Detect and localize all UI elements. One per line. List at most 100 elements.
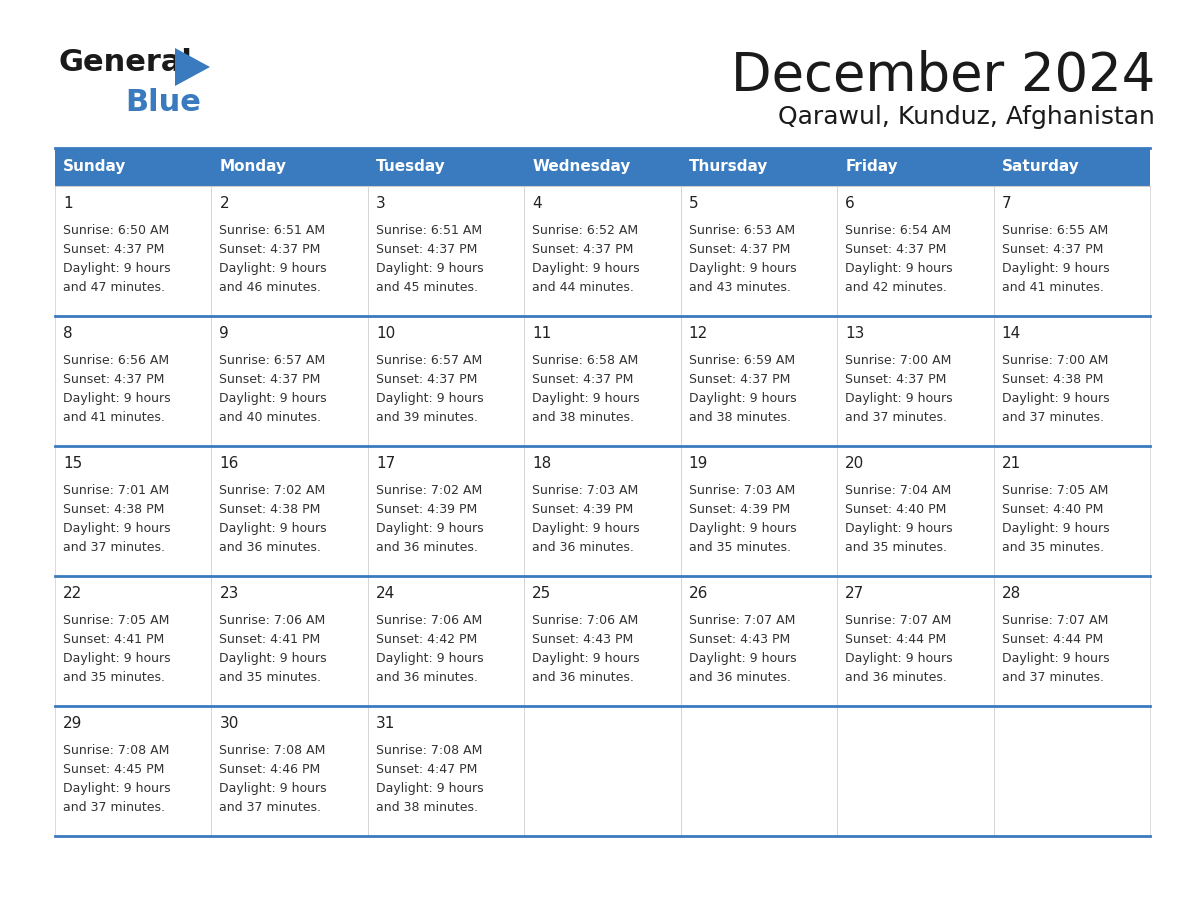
Text: Sunset: 4:39 PM: Sunset: 4:39 PM: [689, 503, 790, 516]
Text: and 35 minutes.: and 35 minutes.: [220, 671, 322, 684]
Text: and 38 minutes.: and 38 minutes.: [375, 801, 478, 814]
Text: Sunset: 4:41 PM: Sunset: 4:41 PM: [63, 633, 164, 646]
Text: and 38 minutes.: and 38 minutes.: [532, 411, 634, 424]
Text: Daylight: 9 hours: Daylight: 9 hours: [845, 522, 953, 535]
Text: Daylight: 9 hours: Daylight: 9 hours: [63, 782, 171, 795]
Bar: [993, 706, 1150, 836]
Text: Daylight: 9 hours: Daylight: 9 hours: [220, 392, 327, 405]
Bar: [681, 706, 838, 836]
Text: Sunrise: 6:57 AM: Sunrise: 6:57 AM: [375, 354, 482, 367]
Text: and 35 minutes.: and 35 minutes.: [689, 541, 791, 554]
Text: Sunrise: 7:05 AM: Sunrise: 7:05 AM: [1001, 484, 1108, 497]
Text: Sunset: 4:39 PM: Sunset: 4:39 PM: [375, 503, 478, 516]
Text: Sunset: 4:47 PM: Sunset: 4:47 PM: [375, 763, 478, 776]
Text: Sunset: 4:41 PM: Sunset: 4:41 PM: [220, 633, 321, 646]
Text: Sunrise: 7:08 AM: Sunrise: 7:08 AM: [63, 744, 170, 757]
Bar: [368, 706, 524, 836]
Bar: [838, 186, 993, 316]
Text: and 35 minutes.: and 35 minutes.: [63, 671, 165, 684]
Text: Sunset: 4:38 PM: Sunset: 4:38 PM: [1001, 373, 1102, 386]
Text: and 35 minutes.: and 35 minutes.: [845, 541, 947, 554]
Text: Daylight: 9 hours: Daylight: 9 hours: [1001, 262, 1110, 275]
Text: Daylight: 9 hours: Daylight: 9 hours: [375, 522, 484, 535]
Text: Daylight: 9 hours: Daylight: 9 hours: [375, 392, 484, 405]
Text: and 41 minutes.: and 41 minutes.: [63, 411, 165, 424]
Text: Sunrise: 7:00 AM: Sunrise: 7:00 AM: [845, 354, 952, 367]
Text: Sunset: 4:44 PM: Sunset: 4:44 PM: [845, 633, 947, 646]
Text: Daylight: 9 hours: Daylight: 9 hours: [63, 652, 171, 665]
Bar: [993, 446, 1150, 576]
Text: Friday: Friday: [845, 160, 898, 174]
Text: Sunrise: 7:03 AM: Sunrise: 7:03 AM: [532, 484, 638, 497]
Text: Daylight: 9 hours: Daylight: 9 hours: [63, 522, 171, 535]
Text: and 37 minutes.: and 37 minutes.: [1001, 671, 1104, 684]
Text: Sunrise: 7:02 AM: Sunrise: 7:02 AM: [220, 484, 326, 497]
Text: Daylight: 9 hours: Daylight: 9 hours: [220, 652, 327, 665]
Text: Sunset: 4:37 PM: Sunset: 4:37 PM: [532, 243, 633, 256]
Text: and 42 minutes.: and 42 minutes.: [845, 281, 947, 294]
Text: Sunset: 4:42 PM: Sunset: 4:42 PM: [375, 633, 478, 646]
Bar: [524, 706, 681, 836]
Text: Daylight: 9 hours: Daylight: 9 hours: [220, 522, 327, 535]
Polygon shape: [175, 48, 210, 86]
Text: Daylight: 9 hours: Daylight: 9 hours: [1001, 392, 1110, 405]
Bar: [681, 446, 838, 576]
Text: Sunday: Sunday: [63, 160, 126, 174]
Bar: [993, 576, 1150, 706]
Text: Sunrise: 7:02 AM: Sunrise: 7:02 AM: [375, 484, 482, 497]
Text: Daylight: 9 hours: Daylight: 9 hours: [689, 522, 796, 535]
Text: Sunrise: 6:51 AM: Sunrise: 6:51 AM: [220, 224, 326, 237]
Text: Sunrise: 7:07 AM: Sunrise: 7:07 AM: [1001, 614, 1108, 627]
Text: 12: 12: [689, 326, 708, 341]
Text: Sunset: 4:37 PM: Sunset: 4:37 PM: [375, 243, 478, 256]
Text: and 37 minutes.: and 37 minutes.: [63, 541, 165, 554]
Text: Sunrise: 7:04 AM: Sunrise: 7:04 AM: [845, 484, 952, 497]
Bar: [681, 316, 838, 446]
Text: 8: 8: [63, 326, 72, 341]
Bar: [838, 446, 993, 576]
Text: Sunrise: 7:07 AM: Sunrise: 7:07 AM: [689, 614, 795, 627]
Text: Sunset: 4:37 PM: Sunset: 4:37 PM: [845, 373, 947, 386]
Text: 5: 5: [689, 196, 699, 211]
Text: and 46 minutes.: and 46 minutes.: [220, 281, 321, 294]
Bar: [368, 446, 524, 576]
Text: and 40 minutes.: and 40 minutes.: [220, 411, 322, 424]
Text: and 36 minutes.: and 36 minutes.: [532, 541, 634, 554]
Text: and 45 minutes.: and 45 minutes.: [375, 281, 478, 294]
Text: 9: 9: [220, 326, 229, 341]
Text: General: General: [58, 48, 192, 77]
Text: Sunset: 4:46 PM: Sunset: 4:46 PM: [220, 763, 321, 776]
Text: and 39 minutes.: and 39 minutes.: [375, 411, 478, 424]
Text: Sunrise: 6:55 AM: Sunrise: 6:55 AM: [1001, 224, 1108, 237]
Text: 7: 7: [1001, 196, 1011, 211]
Text: and 38 minutes.: and 38 minutes.: [689, 411, 791, 424]
Text: Sunrise: 7:06 AM: Sunrise: 7:06 AM: [375, 614, 482, 627]
Text: Daylight: 9 hours: Daylight: 9 hours: [532, 392, 640, 405]
Text: and 37 minutes.: and 37 minutes.: [845, 411, 947, 424]
Bar: [524, 446, 681, 576]
Text: Sunrise: 7:06 AM: Sunrise: 7:06 AM: [220, 614, 326, 627]
Text: 13: 13: [845, 326, 865, 341]
Text: 14: 14: [1001, 326, 1020, 341]
Text: Daylight: 9 hours: Daylight: 9 hours: [532, 522, 640, 535]
Text: Sunset: 4:40 PM: Sunset: 4:40 PM: [1001, 503, 1102, 516]
Text: Daylight: 9 hours: Daylight: 9 hours: [532, 652, 640, 665]
Text: Sunset: 4:38 PM: Sunset: 4:38 PM: [63, 503, 164, 516]
Text: Daylight: 9 hours: Daylight: 9 hours: [220, 782, 327, 795]
Bar: [993, 316, 1150, 446]
Text: Sunset: 4:44 PM: Sunset: 4:44 PM: [1001, 633, 1102, 646]
Text: and 36 minutes.: and 36 minutes.: [375, 671, 478, 684]
Text: Sunrise: 6:57 AM: Sunrise: 6:57 AM: [220, 354, 326, 367]
Bar: [368, 576, 524, 706]
Text: 23: 23: [220, 586, 239, 601]
Bar: [838, 576, 993, 706]
Text: Daylight: 9 hours: Daylight: 9 hours: [63, 392, 171, 405]
Text: Sunrise: 6:54 AM: Sunrise: 6:54 AM: [845, 224, 952, 237]
Text: 2: 2: [220, 196, 229, 211]
Text: Sunrise: 6:50 AM: Sunrise: 6:50 AM: [63, 224, 169, 237]
Text: Daylight: 9 hours: Daylight: 9 hours: [375, 652, 484, 665]
Text: Sunrise: 7:01 AM: Sunrise: 7:01 AM: [63, 484, 169, 497]
Bar: [55, 446, 211, 576]
Text: 20: 20: [845, 456, 865, 471]
Text: December 2024: December 2024: [731, 50, 1155, 102]
